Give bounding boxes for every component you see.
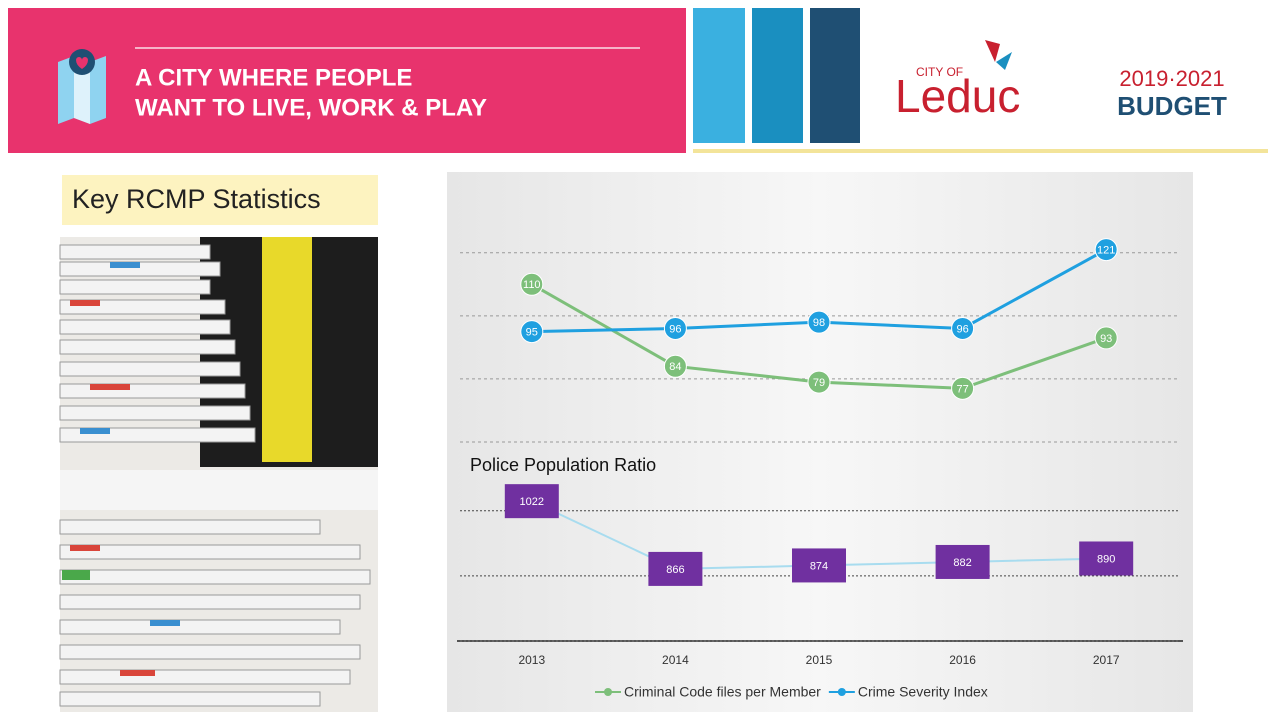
data-label: 96 (669, 323, 681, 335)
value-box (935, 544, 990, 579)
data-label: 110 (523, 279, 541, 291)
legend-label: Crime Severity Index (858, 684, 988, 700)
logo-mark (985, 40, 1000, 62)
chart-title: Police Population Ratio (470, 455, 656, 475)
section-title: Key RCMP Statistics (72, 184, 321, 214)
point (807, 310, 831, 334)
data-label: 874 (810, 560, 828, 572)
banner (8, 8, 686, 153)
data-label: 121 (1097, 245, 1115, 257)
value-box (504, 484, 559, 519)
point (663, 316, 687, 340)
stripe (752, 8, 803, 143)
data-label: 96 (956, 323, 968, 335)
data-label: 79 (813, 377, 825, 389)
x-tick-label: 2013 (518, 653, 545, 667)
legend-marker (837, 688, 846, 696)
stripe (693, 8, 745, 143)
point (951, 376, 975, 400)
map-icon (58, 49, 106, 124)
legend-marker (604, 688, 612, 696)
point (663, 354, 687, 378)
logo-mark (996, 52, 1012, 70)
data-label: 890 (1097, 553, 1115, 565)
budget-label: BUDGET (1117, 91, 1227, 121)
stripe (810, 8, 860, 143)
tagline: A CITY WHERE PEOPLE (135, 64, 412, 91)
title-box (62, 175, 378, 225)
point (520, 272, 544, 296)
data-label: 98 (813, 317, 825, 329)
value-box (1079, 541, 1134, 576)
budget-years: 2019·2021 (1119, 66, 1224, 91)
data-label: 77 (956, 383, 968, 395)
point (807, 370, 831, 394)
x-tick-label: 2014 (662, 653, 689, 667)
data-label: 84 (669, 361, 681, 373)
tagline: WANT TO LIVE, WORK & PLAY (135, 94, 487, 121)
data-label: 1022 (520, 496, 544, 508)
value-box (792, 548, 846, 583)
point (520, 320, 544, 344)
point (951, 316, 975, 340)
data-label: 866 (666, 564, 684, 576)
legend-label: Criminal Code files per Member (624, 684, 821, 700)
photo (59, 237, 378, 712)
data-label: 93 (1100, 333, 1112, 345)
logo-prefix: CITY OF (916, 65, 963, 79)
point (1094, 238, 1118, 262)
x-tick-label: 2017 (1093, 653, 1120, 667)
x-tick-label: 2016 (949, 653, 976, 667)
point (1094, 326, 1118, 350)
logo-name: Leduc (895, 70, 1020, 122)
x-tick-label: 2015 (806, 653, 833, 667)
data-label: 882 (953, 557, 971, 569)
data-label: 95 (526, 327, 538, 339)
value-box (648, 551, 703, 586)
